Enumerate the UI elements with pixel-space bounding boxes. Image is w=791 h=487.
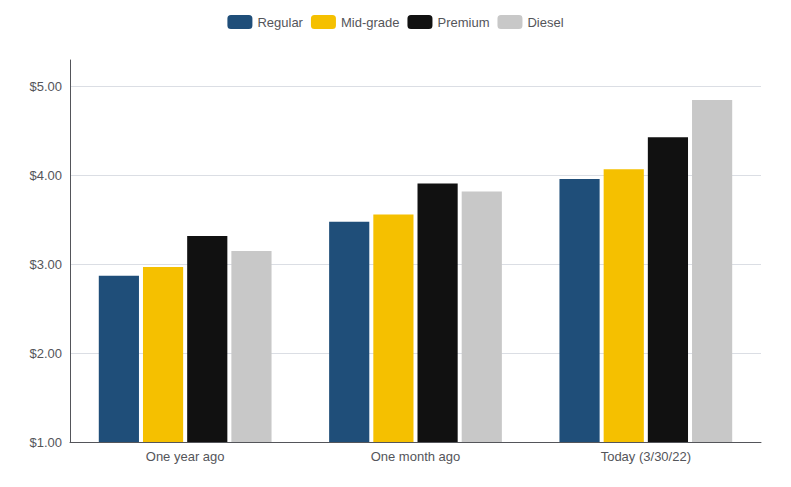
svg-text:Today (3/30/22): Today (3/30/22) <box>601 449 691 464</box>
svg-text:$2.00: $2.00 <box>29 346 62 361</box>
svg-text:$3.00: $3.00 <box>29 257 62 272</box>
svg-text:One year ago: One year ago <box>146 449 225 464</box>
svg-text:One month ago: One month ago <box>371 449 461 464</box>
svg-text:Regular: Regular <box>257 15 303 30</box>
svg-text:Premium: Premium <box>437 15 489 30</box>
svg-text:Mid-grade: Mid-grade <box>341 15 400 30</box>
svg-text:$5.00: $5.00 <box>29 79 62 94</box>
svg-text:$4.00: $4.00 <box>29 168 62 183</box>
svg-text:$1.00: $1.00 <box>29 435 62 450</box>
svg-text:Diesel: Diesel <box>527 15 563 30</box>
